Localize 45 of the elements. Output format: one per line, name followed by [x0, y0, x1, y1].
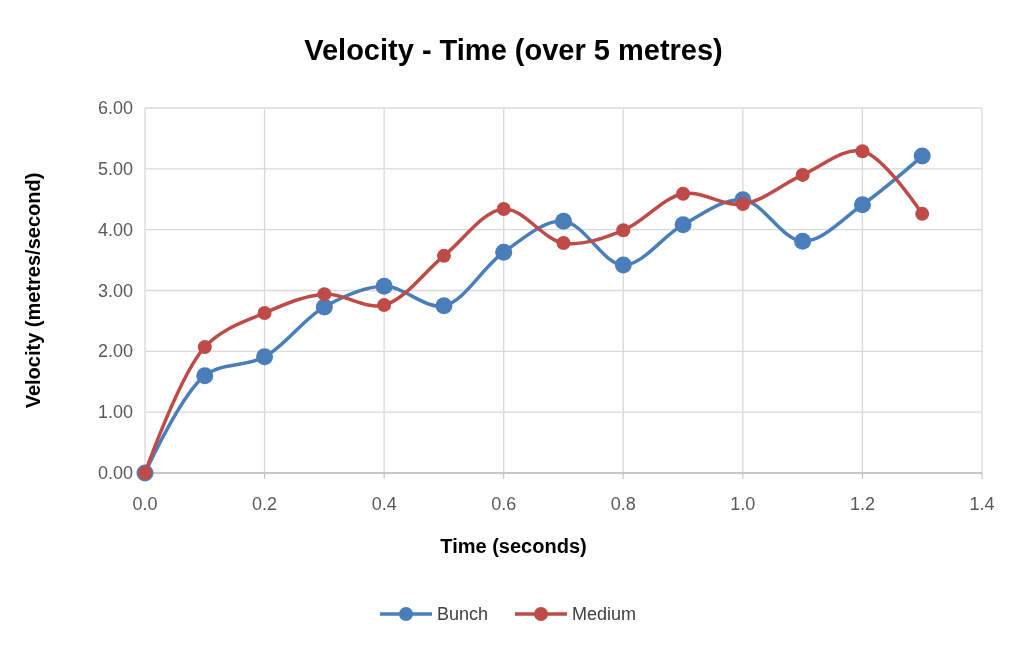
point	[435, 297, 453, 315]
y-tick-label: 2.00	[97, 341, 133, 362]
point	[735, 197, 750, 212]
x-tick-label: 0.2	[252, 494, 278, 514]
point	[915, 206, 930, 221]
point	[853, 196, 871, 214]
point	[614, 256, 632, 274]
y-tick-label: 4.00	[97, 219, 133, 240]
point	[495, 243, 513, 261]
point	[317, 287, 332, 302]
y-axis-title: Velocity (metres/second)	[22, 172, 44, 409]
point	[794, 232, 812, 250]
point	[913, 147, 931, 165]
point	[436, 248, 451, 263]
x-tick-label: 0.6	[491, 494, 517, 514]
point	[556, 236, 571, 251]
point	[795, 167, 810, 182]
x-axis-title: Time (seconds)	[440, 535, 587, 557]
y-tick-label: 6.00	[97, 98, 133, 118]
x-tick-label: 1.4	[969, 494, 995, 514]
legend-label: Medium	[572, 604, 637, 624]
point	[375, 277, 393, 295]
chart-title: Velocity - Time (over 5 metres)	[304, 34, 723, 66]
point	[496, 201, 511, 216]
y-tick-label: 5.00	[97, 158, 133, 179]
point	[555, 212, 572, 230]
point	[256, 348, 274, 366]
x-tick-label: 0.4	[371, 494, 397, 514]
point	[674, 216, 692, 234]
point	[855, 144, 870, 159]
x-tick-label: 1.0	[730, 494, 756, 514]
point	[676, 186, 691, 201]
y-tick-label: 1.00	[97, 402, 133, 423]
point	[377, 298, 392, 313]
point	[197, 340, 212, 355]
x-tick-label: 0.8	[610, 494, 636, 514]
point	[196, 367, 214, 385]
y-tick-label: 0.00	[97, 463, 133, 483]
x-tick-label: 0.0	[132, 494, 158, 514]
legend-label: Bunch	[437, 604, 489, 624]
point	[315, 298, 333, 316]
x-tick-label: 1.2	[849, 494, 875, 514]
y-tick-label: 3.00	[97, 280, 133, 301]
point	[257, 306, 272, 321]
point	[616, 223, 631, 238]
